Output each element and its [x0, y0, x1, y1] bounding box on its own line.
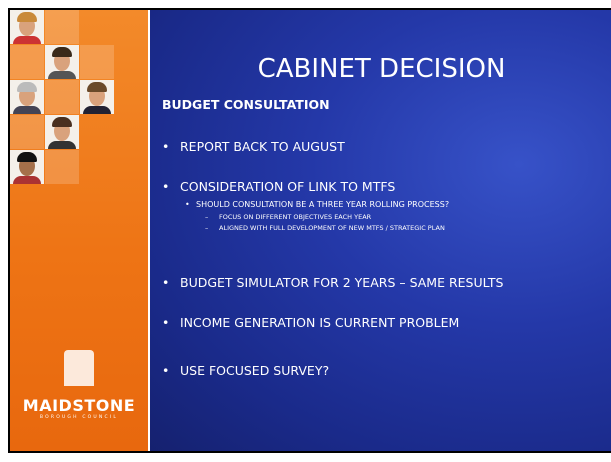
bullet: REPORT BACK TO AUGUST	[162, 139, 345, 154]
tile	[45, 150, 79, 184]
photo	[10, 150, 44, 184]
bullet: INCOME GENERATION IS CURRENT PROBLEM	[162, 315, 459, 330]
sub-bullet: SHOULD CONSULTATION BE A THREE YEAR ROLL…	[185, 200, 449, 209]
tile	[45, 80, 79, 114]
bullet: BUDGET SIMULATOR FOR 2 YEARS – SAME RESU…	[162, 275, 503, 290]
tile	[45, 10, 79, 44]
photo	[80, 80, 114, 114]
tile	[80, 45, 114, 79]
logo-name: MAIDSTONE	[10, 396, 148, 415]
slide: MAIDSTONE BOROUGH COUNCIL CABINET DECISI…	[8, 8, 611, 453]
sub-sub-bullet: FOCUS ON DIFFERENT OBJECTIVES EACH YEAR	[205, 213, 371, 221]
photo	[45, 45, 79, 79]
slide-subtitle: BUDGET CONSULTATION	[162, 97, 330, 112]
sub-sub-bullet: ALIGNED WITH FULL DEVELOPMENT OF NEW MTF…	[205, 224, 445, 232]
photo	[45, 115, 79, 149]
logo-building	[64, 350, 94, 386]
bullet: USE FOCUSED SURVEY?	[162, 363, 329, 378]
sidebar: MAIDSTONE BOROUGH COUNCIL	[10, 10, 148, 451]
photo	[10, 10, 44, 44]
photo	[10, 80, 44, 114]
bullet: CONSIDERATION OF LINK TO MTFS	[162, 179, 395, 194]
slide-title: CABINET DECISION	[150, 54, 611, 84]
tile	[10, 115, 44, 149]
logo-subtitle: BOROUGH COUNCIL	[10, 415, 148, 420]
tile	[10, 45, 44, 79]
